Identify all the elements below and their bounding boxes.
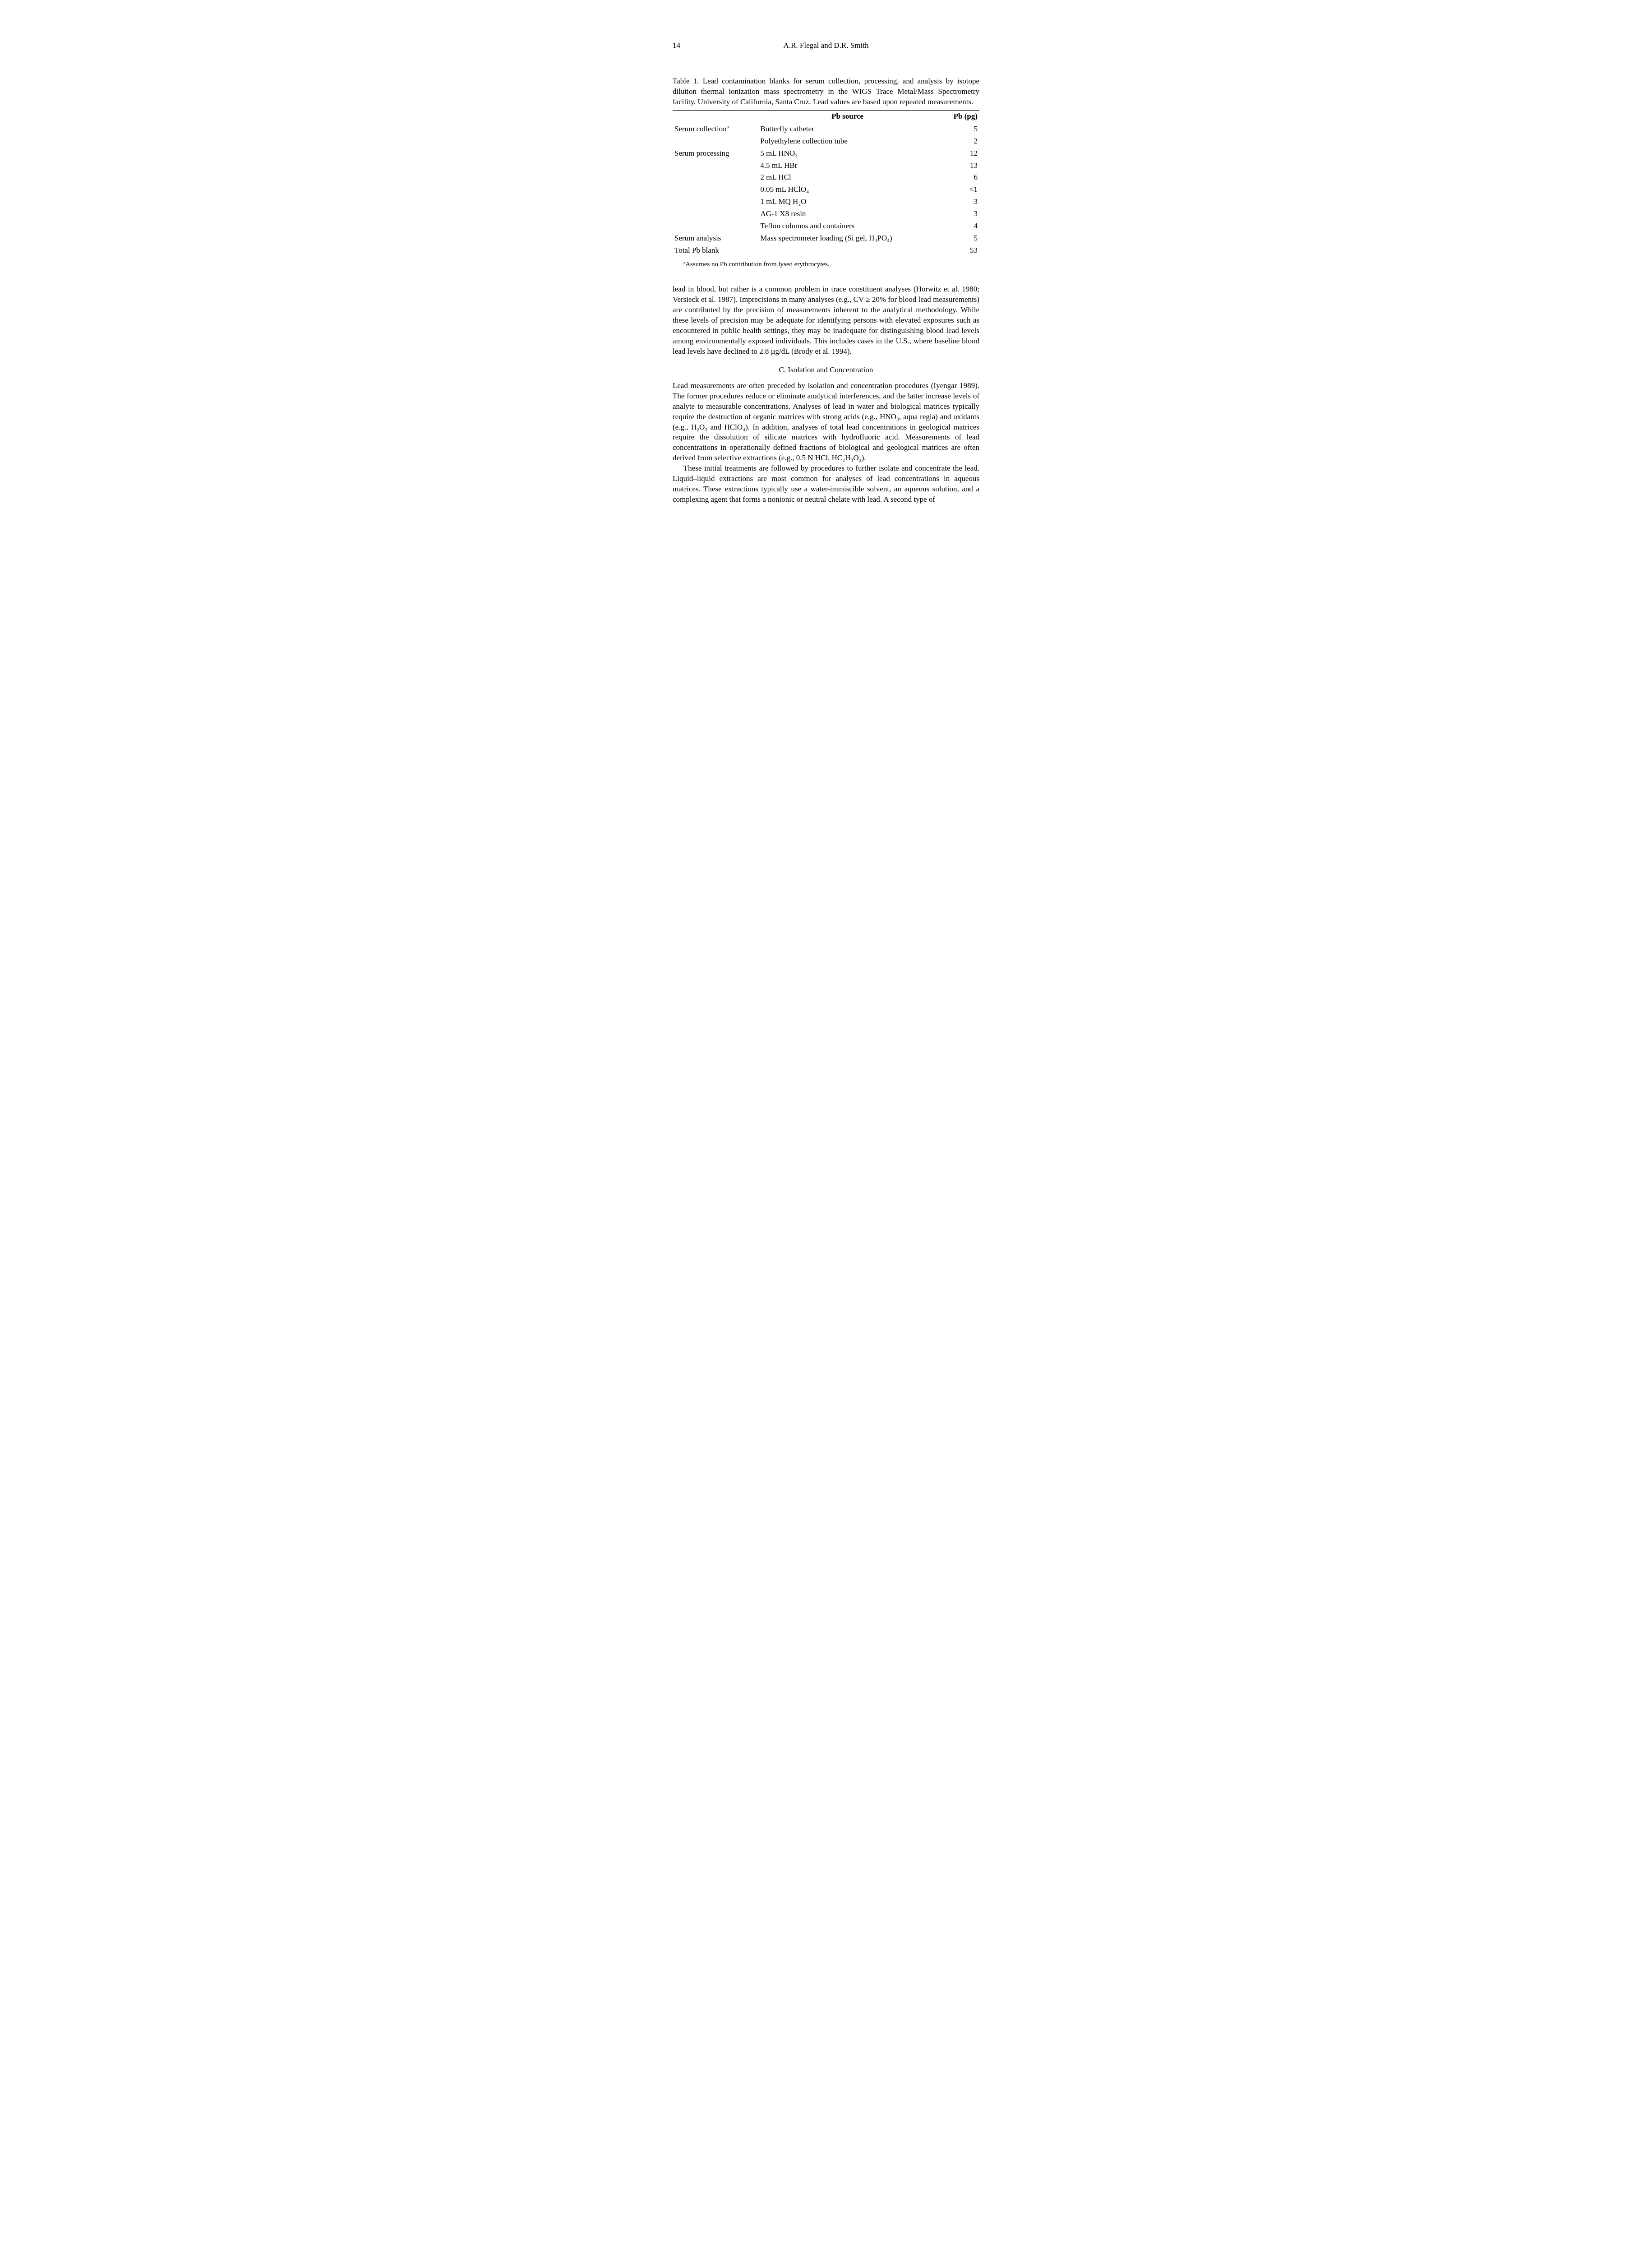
page: 14 A.R. Flegal and D.R. Smith Table 1. L… xyxy=(646,0,1006,546)
cell-source: 4.5 mL HBr xyxy=(758,160,936,172)
body-paragraph: These initial treatments are followed by… xyxy=(673,463,979,505)
cell-category xyxy=(673,208,758,220)
cell-source: AG-1 X8 resin xyxy=(758,208,936,220)
cell-source: Polyethylene collection tube xyxy=(758,135,936,148)
cell-pb: 3 xyxy=(937,196,979,208)
running-head-spacer xyxy=(961,41,979,51)
table-header-blank xyxy=(673,110,758,123)
cell-source: 2 mL HCl xyxy=(758,171,936,184)
table-caption: Table 1. Lead contamination blanks for s… xyxy=(673,76,979,107)
body-paragraph: lead in blood, but rather is a common pr… xyxy=(673,284,979,357)
cell-pb: 6 xyxy=(937,171,979,184)
table-row: AG-1 X8 resin 3 xyxy=(673,208,979,220)
body-paragraph-text: These initial treatments are followed by… xyxy=(673,464,979,504)
table-row: Serum analysis Mass spectrometer loading… xyxy=(673,232,979,245)
table-row: Total Pb blank 53 xyxy=(673,245,979,257)
cell-source: Mass spectrometer loading (Si gel, H₃PO₄… xyxy=(758,232,936,245)
cell-pb: <1 xyxy=(937,184,979,196)
cell-category xyxy=(673,135,758,148)
cell-category xyxy=(673,184,758,196)
cell-source: Butterfly catheter xyxy=(758,123,936,135)
body-paragraph: Lead measurements are often preceded by … xyxy=(673,381,979,464)
cell-category xyxy=(673,196,758,208)
table-header-pb: Pb (pg) xyxy=(937,110,979,123)
cell-source: 5 mL HNO₃ xyxy=(758,148,936,160)
cell-category: Serum collectionª xyxy=(673,123,758,135)
table-row: Teflon columns and containers 4 xyxy=(673,220,979,232)
cell-category xyxy=(673,220,758,232)
cell-pb: 53 xyxy=(937,245,979,257)
table-row: Serum processing 5 mL HNO₃ 12 xyxy=(673,148,979,160)
cell-category xyxy=(673,160,758,172)
table-row: 2 mL HCl 6 xyxy=(673,171,979,184)
cell-pb: 12 xyxy=(937,148,979,160)
cell-pb: 13 xyxy=(937,160,979,172)
cell-pb: 4 xyxy=(937,220,979,232)
cell-source: 1 mL MQ H₂O xyxy=(758,196,936,208)
running-head-title: A.R. Flegal and D.R. Smith xyxy=(691,41,961,51)
cell-source: Teflon columns and containers xyxy=(758,220,936,232)
cell-pb: 5 xyxy=(937,123,979,135)
table-row: 4.5 mL HBr 13 xyxy=(673,160,979,172)
cell-pb: 5 xyxy=(937,232,979,245)
table-header-source: Pb source xyxy=(758,110,936,123)
table-footnote: ªAssumes no Pb contribution from lysed e… xyxy=(673,260,979,269)
table-row: 1 mL MQ H₂O 3 xyxy=(673,196,979,208)
cell-category: Serum processing xyxy=(673,148,758,160)
page-number: 14 xyxy=(673,41,691,51)
cell-pb: 3 xyxy=(937,208,979,220)
cell-source xyxy=(758,245,936,257)
table-row: 0.05 mL HClO₄ <1 xyxy=(673,184,979,196)
section-heading: C. Isolation and Concentration xyxy=(673,365,979,375)
table-lead-blanks: Pb source Pb (pg) Serum collectionª Butt… xyxy=(673,110,979,257)
cell-category: Total Pb blank xyxy=(673,245,758,257)
cell-category xyxy=(673,171,758,184)
table-row: Polyethylene collection tube 2 xyxy=(673,135,979,148)
table-row: Serum collectionª Butterfly catheter 5 xyxy=(673,123,979,135)
cell-source: 0.05 mL HClO₄ xyxy=(758,184,936,196)
cell-pb: 2 xyxy=(937,135,979,148)
running-head: 14 A.R. Flegal and D.R. Smith xyxy=(673,41,979,51)
cell-category: Serum analysis xyxy=(673,232,758,245)
